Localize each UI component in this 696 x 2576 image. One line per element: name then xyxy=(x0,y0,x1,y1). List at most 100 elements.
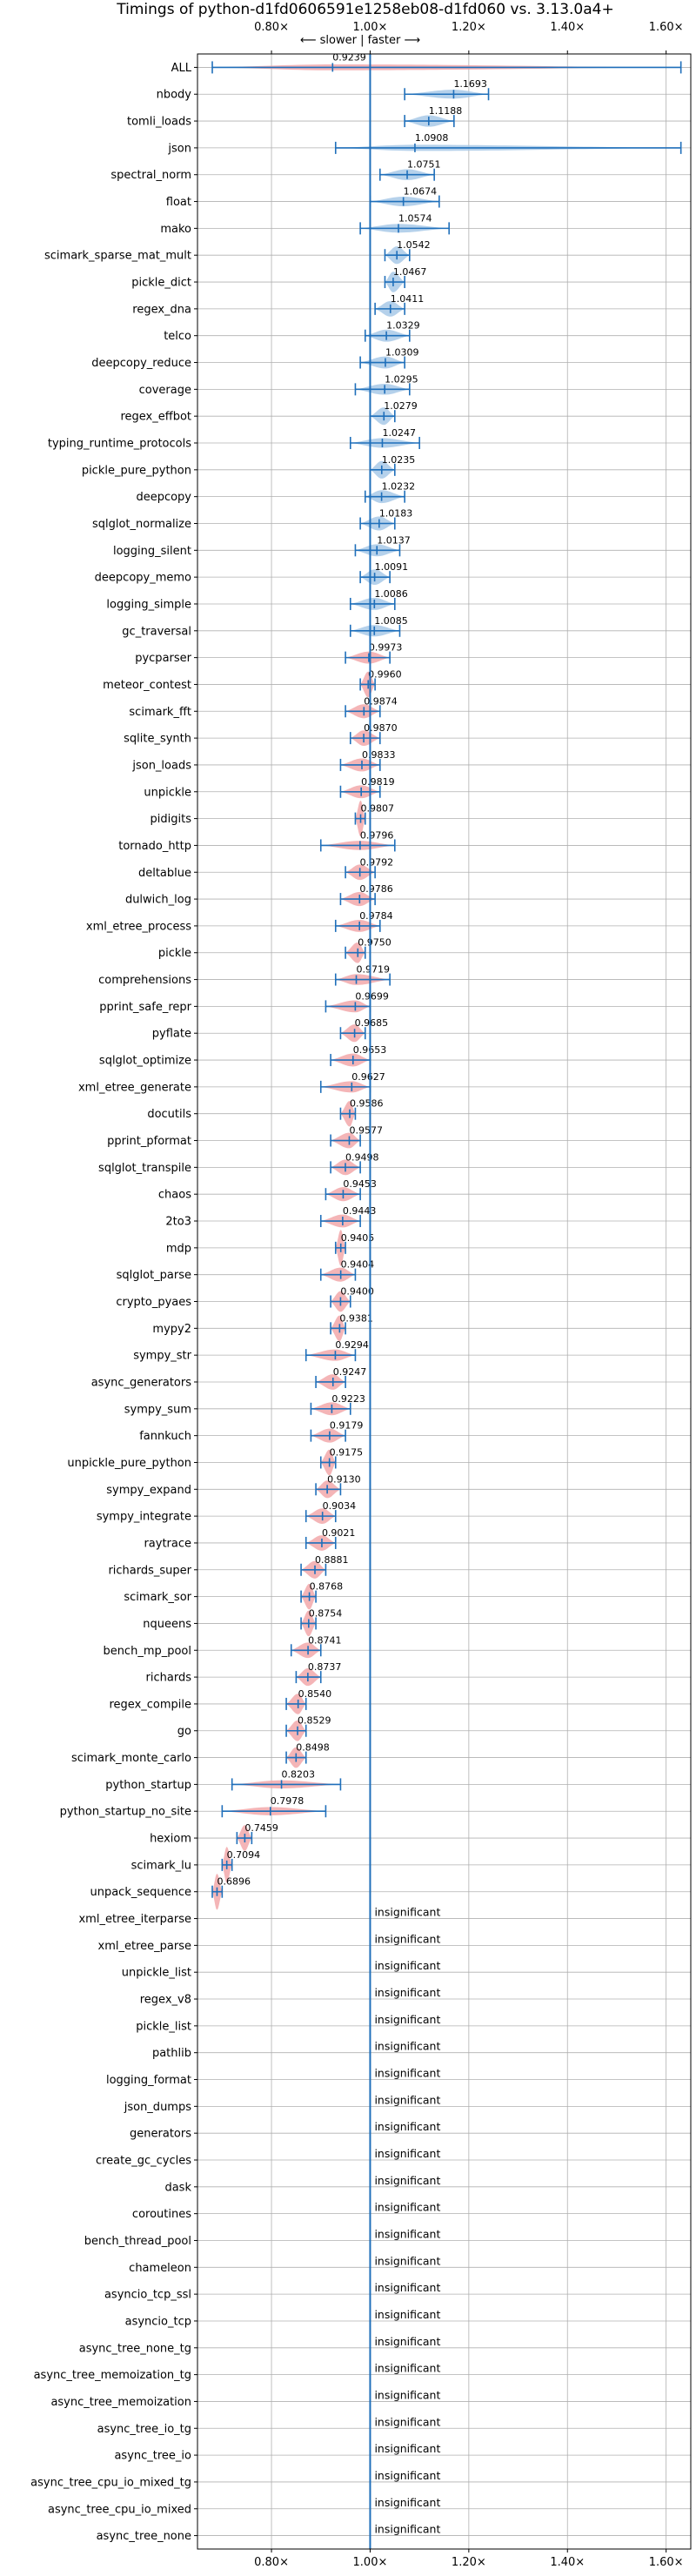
value-label: 0.8741 xyxy=(308,1634,342,1646)
insignificant-label: insignificant xyxy=(374,2362,440,2375)
y-tick-label: docutils xyxy=(147,1108,191,1121)
value-label: 1.1693 xyxy=(453,78,487,90)
y-tick-label: xml_etree_process xyxy=(86,920,191,933)
y-tick-label: scimark_sor xyxy=(124,1591,191,1604)
y-tick-label: sqlite_synth xyxy=(124,733,191,746)
y-tick-label: sympy_sum xyxy=(124,1403,191,1416)
y-tick-label: deltablue xyxy=(138,867,191,880)
y-tick-label: xml_etree_iterparse xyxy=(78,1913,191,1926)
y-tick-label: nqueens xyxy=(143,1618,191,1631)
value-label: 1.0329 xyxy=(386,320,420,332)
value-label: 0.9833 xyxy=(362,749,396,761)
y-tick-label: typing_runtime_protocols xyxy=(48,438,191,451)
y-tick-label: pyflate xyxy=(152,1028,191,1041)
x-tick-label-bottom: 1.00× xyxy=(353,2556,388,2569)
y-tick-label: mako xyxy=(160,223,191,236)
insignificant-label: insignificant xyxy=(374,1906,440,1919)
x-tick-label-top: 1.40× xyxy=(550,21,585,34)
x-tick-label-top: 0.80× xyxy=(254,21,289,34)
y-tick-label: create_gc_cycles xyxy=(96,2154,191,2167)
y-tick-label: async_tree_cpu_io_mixed xyxy=(48,2503,191,2516)
y-tick-label: fannkuch xyxy=(139,1430,191,1443)
value-label: 0.9130 xyxy=(327,1473,361,1485)
y-tick-label: meteor_contest xyxy=(103,679,191,692)
y-tick-label: unpack_sequence xyxy=(90,1886,191,1899)
value-label: 0.7094 xyxy=(227,1849,261,1861)
value-label: 0.9400 xyxy=(340,1286,374,1298)
y-tick-label: bench_mp_pool xyxy=(103,1645,191,1658)
x-tick-label-top: 1.60× xyxy=(649,21,684,34)
y-tick-label: sympy_expand xyxy=(106,1484,191,1497)
x-tick-label-bottom: 1.20× xyxy=(452,2556,486,2569)
value-label: 0.8881 xyxy=(315,1554,349,1566)
insignificant-label: insignificant xyxy=(374,1932,440,1945)
y-tick-label: async_tree_cpu_io_mixed_tg xyxy=(30,2476,191,2489)
y-tick-label: xml_etree_generate xyxy=(78,1081,191,1094)
y-tick-label: mdp xyxy=(166,1242,191,1255)
value-label: 0.9294 xyxy=(335,1339,369,1351)
value-label: 0.9179 xyxy=(330,1420,364,1432)
y-tick-label: logging_format xyxy=(106,2074,191,2087)
x-tick-label-top: 1.20× xyxy=(452,21,486,34)
y-tick-label: ALL xyxy=(171,62,192,75)
y-tick-label: chaos xyxy=(158,1189,191,1202)
y-tick-label: json_dumps xyxy=(124,2101,191,2114)
value-label: 1.0232 xyxy=(382,481,416,493)
insignificant-label: insignificant xyxy=(374,2281,440,2294)
insignificant-label: insignificant xyxy=(374,2040,440,2053)
insignificant-label: insignificant xyxy=(374,1986,440,1999)
value-label: 0.9685 xyxy=(355,1017,389,1029)
y-tick-label: generators xyxy=(130,2128,191,2141)
y-tick-label: pickle_pure_python xyxy=(82,464,191,477)
value-label: 1.0674 xyxy=(404,186,438,198)
x-tick-label-bottom: 1.60× xyxy=(649,2556,684,2569)
insignificant-label: insignificant xyxy=(374,2415,440,2428)
insignificant-label: insignificant xyxy=(374,2254,440,2267)
y-tick-label: logging_simple xyxy=(106,598,191,611)
insignificant-label: insignificant xyxy=(374,2388,440,2401)
value-label: 0.9175 xyxy=(330,1446,364,1458)
y-tick-label: pidigits xyxy=(151,813,192,826)
y-tick-label: async_tree_none_tg xyxy=(79,2342,191,2355)
value-label: 0.9786 xyxy=(359,883,393,895)
value-label: 0.9021 xyxy=(322,1527,356,1539)
y-tick-label: python_startup_no_site xyxy=(60,1806,191,1819)
insignificant-label: insignificant xyxy=(374,1959,440,1972)
y-tick-label: richards_super xyxy=(108,1564,191,1577)
value-label: 0.9247 xyxy=(333,1366,367,1378)
value-label: 1.0309 xyxy=(385,347,419,359)
y-tick-label: tornado_http xyxy=(118,840,191,853)
y-tick-label: pathlib xyxy=(152,2047,191,2060)
y-tick-label: crypto_pyaes xyxy=(116,1296,191,1309)
y-tick-label: regex_compile xyxy=(109,1698,191,1711)
y-tick-label: async_tree_memoization_tg xyxy=(34,2369,191,2382)
value-label: 0.9960 xyxy=(368,668,402,680)
y-tick-label: go xyxy=(177,1725,191,1738)
insignificant-label: insignificant xyxy=(374,2308,440,2321)
value-label: 0.8498 xyxy=(296,1742,330,1754)
value-label: 0.9034 xyxy=(323,1500,357,1512)
plot-frame xyxy=(197,53,692,2550)
insignificant-label: insignificant xyxy=(374,2496,440,2509)
value-label: 0.9404 xyxy=(341,1259,375,1271)
y-tick-label: nbody xyxy=(157,89,192,102)
y-tick-label: unpickle_pure_python xyxy=(67,1457,191,1470)
y-tick-label: dulwich_log xyxy=(125,894,191,907)
y-tick-label: sqlglot_transpile xyxy=(98,1162,191,1175)
y-tick-label: async_tree_io_tg xyxy=(97,2423,191,2436)
value-label: 0.8540 xyxy=(298,1688,332,1700)
value-label: 0.9453 xyxy=(343,1178,377,1190)
y-tick-label: sqlglot_parse xyxy=(117,1269,191,1282)
y-tick-label: pickle xyxy=(158,947,191,960)
value-label: 1.0908 xyxy=(415,132,449,144)
value-label: 0.9719 xyxy=(357,964,391,976)
benchmark-rows: 0.9239 1.1693 1.1188 1.0908 1.0751 1.0674 1.05… xyxy=(211,51,682,2549)
y-tick-label: float xyxy=(166,196,191,209)
x-tick-label-bottom: 0.80× xyxy=(254,2556,289,2569)
y-tick-label: pycparser xyxy=(135,652,191,665)
value-label: 0.9381 xyxy=(339,1312,373,1324)
value-label: 0.9239 xyxy=(332,51,366,63)
value-label: 0.9874 xyxy=(364,695,398,707)
insignificant-label: insignificant xyxy=(374,2067,440,2080)
insignificant-label: insignificant xyxy=(374,2147,440,2160)
